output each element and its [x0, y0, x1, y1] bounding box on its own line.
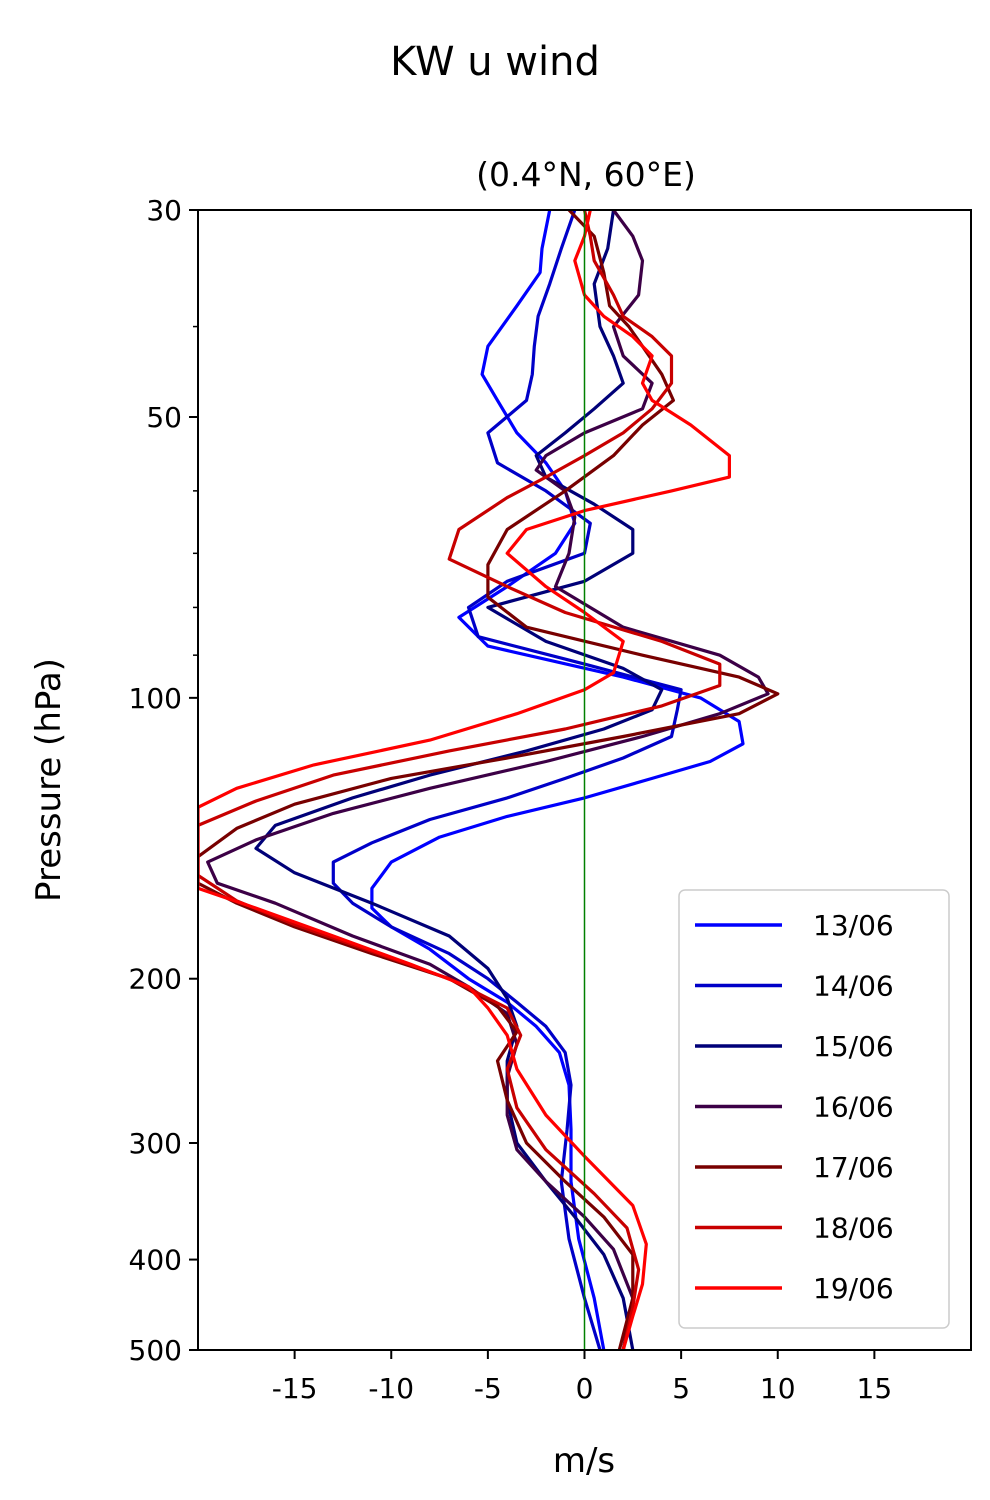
series-line-13-06 [370, 210, 745, 1350]
x-tick-label: 10 [760, 1372, 796, 1405]
legend-label-16-06: 16/06 [813, 1091, 894, 1124]
series-line-14-06 [331, 210, 683, 1350]
series-line-19-06 [198, 210, 731, 1350]
series-line-18-06 [198, 210, 722, 1350]
y-axis: 30 50 100 200 300 400 500 [129, 194, 198, 1367]
y-tick-label: 300 [129, 1127, 182, 1160]
x-tick-label: -15 [272, 1372, 318, 1405]
legend-label-13-06: 13/06 [813, 909, 894, 942]
x-tick-label: -5 [474, 1372, 502, 1405]
legend-label-14-06: 14/06 [813, 970, 894, 1003]
y-tick-label: 30 [146, 194, 182, 227]
y-tick-label: 200 [129, 963, 182, 996]
x-axis-label: m/s [553, 1441, 615, 1481]
legend: 13/06 14/06 15/06 16/06 17/06 18/06 19/06 [678, 889, 950, 1329]
x-axis: -15 -10 -5 0 5 10 15 [272, 1350, 892, 1405]
y-tick-label: 400 [129, 1244, 182, 1277]
legend-label-15-06: 15/06 [813, 1030, 894, 1063]
legend-label-19-06: 19/06 [813, 1272, 894, 1305]
x-tick-label: 5 [672, 1372, 690, 1405]
x-tick-label: 15 [857, 1372, 893, 1405]
series-line-16-06 [206, 210, 770, 1350]
chart-subtitle: (0.4°N, 60°E) [476, 155, 696, 194]
y-tick-label: 500 [129, 1334, 182, 1367]
y-tick-label: 50 [146, 401, 182, 434]
legend-label-18-06: 18/06 [813, 1212, 894, 1245]
y-tick-label: 100 [129, 682, 182, 715]
y-axis-label: Pressure (hPa) [29, 658, 69, 902]
x-tick-label: 0 [576, 1372, 594, 1405]
legend-label-17-06: 17/06 [813, 1151, 894, 1184]
legend-box [678, 889, 950, 1329]
chart-title: KW u wind [390, 39, 600, 85]
x-tick-label: -10 [368, 1372, 414, 1405]
